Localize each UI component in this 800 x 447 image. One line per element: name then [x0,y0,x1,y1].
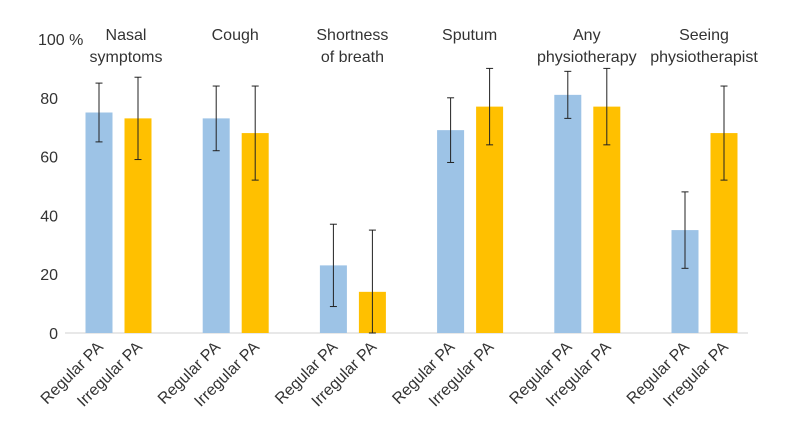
bar-regular-pa [554,94,582,333]
error-bar [95,82,103,143]
error-bar [447,97,455,163]
bar-regular-pa [437,130,465,333]
y-tick-label: 100 % [38,32,83,49]
bar-regular-pa [202,118,230,333]
error-bar [603,67,611,146]
error-bar [486,67,494,146]
group-title: Nasal [106,27,147,44]
group-title: Cough [212,27,259,44]
error-bar [720,85,728,181]
error-bar [368,229,376,334]
error-bar [251,85,259,181]
error-bar [212,85,220,152]
error-bar [329,223,337,308]
error-bar [134,76,142,161]
group-title: Shortness [316,27,388,44]
group-title: Sputum [442,27,497,44]
group-title: symptoms [90,49,163,66]
group-title: Any [573,27,601,44]
y-tick-label: 0 [49,326,58,343]
error-bar [681,191,689,269]
group-title: physiotherapist [650,49,758,66]
y-tick-label: 60 [40,150,58,167]
group-title: of breath [321,49,384,66]
bar-regular-pa [85,112,113,333]
group-title: Seeing [679,27,729,44]
group-title: physiotherapy [537,49,637,66]
y-tick-label: 80 [40,91,58,108]
y-tick-label: 40 [40,208,58,225]
y-tick-label: 20 [40,267,58,284]
error-bar [564,70,572,119]
